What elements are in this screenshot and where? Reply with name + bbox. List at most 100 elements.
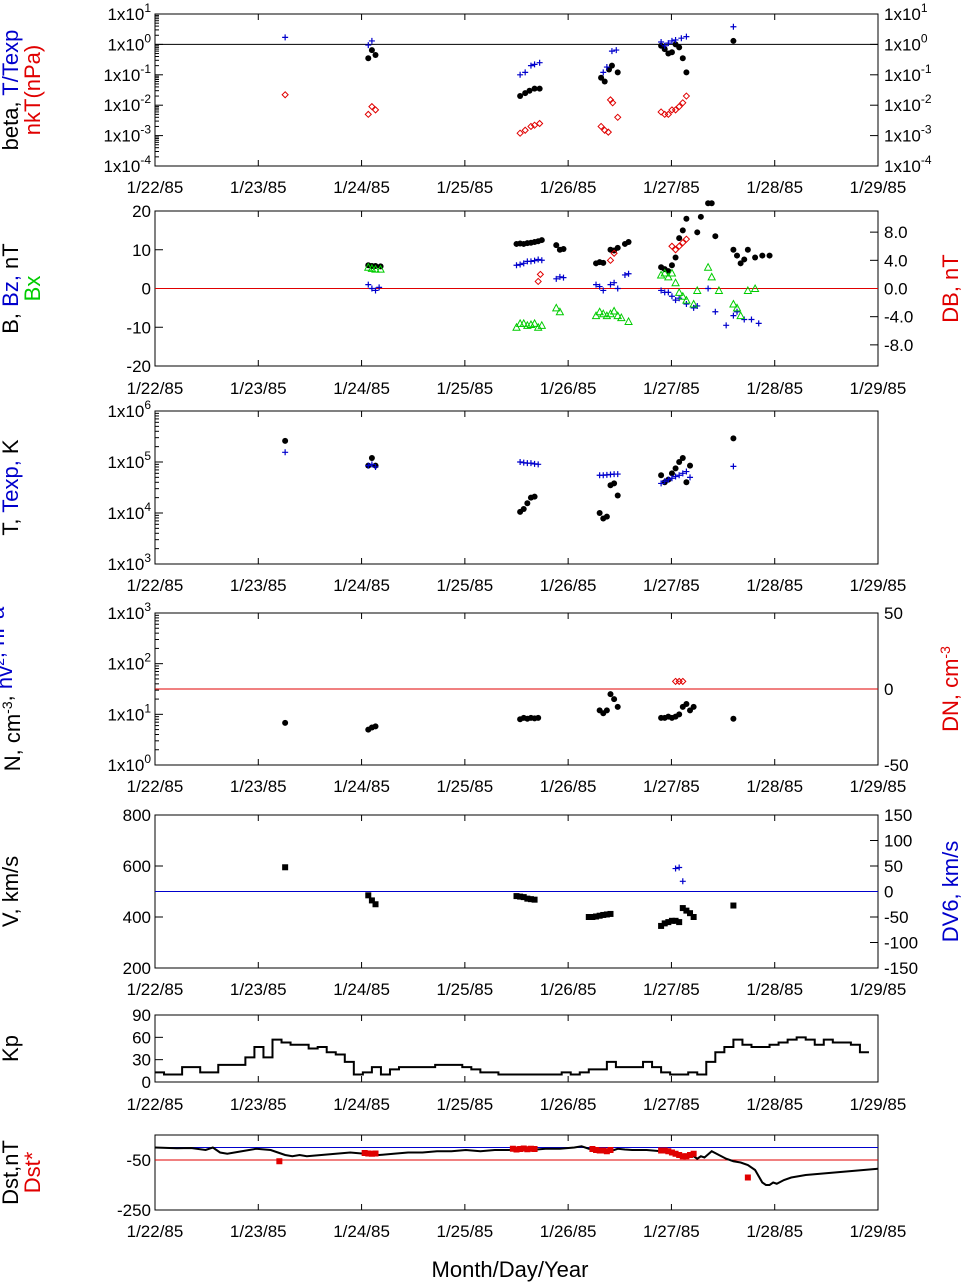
beta-point xyxy=(682,92,691,100)
bfield-point xyxy=(668,242,676,250)
beta-ytick-label-exp: -2 xyxy=(140,92,151,106)
beta-xtick-label: 1/24/85 xyxy=(333,178,390,197)
bfield-ytick-label-base: -20 xyxy=(126,357,151,376)
bfield-point xyxy=(732,303,742,312)
bfield-ylabel2: Bx xyxy=(20,276,45,302)
density-xtick-label: 1/28/85 xyxy=(746,777,803,796)
bfield-point xyxy=(372,287,379,294)
dst-xtick-label: 1/28/85 xyxy=(746,1222,803,1241)
beta-ytick-label-exp: -1 xyxy=(140,62,151,76)
bfield-point xyxy=(665,289,672,296)
density-ytick-label-base: 1x10 xyxy=(107,705,144,724)
temp-ylabel-part-1: Texp, xyxy=(0,454,23,513)
dst-xtick-label: 1/27/85 xyxy=(643,1222,700,1241)
beta-point xyxy=(521,126,529,134)
density-ytick-right-label-base: 50 xyxy=(884,604,903,623)
bfield-point xyxy=(743,285,753,294)
temp-point xyxy=(596,510,603,516)
bfield-point xyxy=(676,295,683,302)
bfield-point xyxy=(595,307,604,316)
bfield-point xyxy=(676,235,683,242)
beta-point xyxy=(601,78,608,85)
beta-point xyxy=(536,85,543,92)
velocity-point xyxy=(672,917,679,924)
velocity-point xyxy=(585,914,592,920)
velocity-ytick-right-label: -100 xyxy=(884,934,918,953)
beta-point xyxy=(531,61,538,68)
beta-point xyxy=(608,48,615,55)
dst-point xyxy=(593,1147,600,1153)
dst-ylabel2-part-0: Dst* xyxy=(20,1151,45,1193)
velocity-point xyxy=(365,892,372,899)
bfield-point xyxy=(368,285,375,292)
kp-ytick-label-base: 60 xyxy=(132,1028,151,1047)
temp-ylabel-part-2: K xyxy=(0,439,23,454)
bfield-point xyxy=(519,318,529,327)
beta-point xyxy=(675,102,683,111)
beta-ytick-right-label-base: 1x10 xyxy=(884,157,921,176)
panel-density: 1/22/85 1/23/85 1/24/85 1/25/85 1/26/85 1/27/… xyxy=(0,600,963,796)
velocity-xtick-label: 1/22/85 xyxy=(127,980,184,999)
density-xtick-label: 1/29/85 xyxy=(850,777,907,796)
bfield-point xyxy=(730,312,737,319)
dst-ylabel2: Dst* xyxy=(20,1151,45,1193)
beta-point xyxy=(661,42,668,49)
beta-point xyxy=(668,37,675,44)
density-ylabel-sup-2: 2 xyxy=(0,658,7,666)
dst-ytick-label-base: -50 xyxy=(126,1151,151,1170)
density-ytick-label-exp: 2 xyxy=(144,651,151,665)
beta-point xyxy=(664,110,673,119)
beta-point xyxy=(527,122,535,131)
beta-point xyxy=(730,23,737,30)
beta-point xyxy=(598,74,605,81)
beta-ytick-right-label-base: 1x10 xyxy=(884,5,921,24)
velocity-point xyxy=(665,919,672,926)
bfield-point xyxy=(668,262,675,269)
bfield-point xyxy=(694,229,701,236)
beta-point xyxy=(672,36,679,43)
beta-point xyxy=(368,47,375,54)
temp-ytick-label-base: 1x10 xyxy=(107,402,144,421)
beta-ytick-label: 1x10-1 xyxy=(103,62,151,85)
beta-point xyxy=(679,99,687,107)
temp-ytick-label-base: 1x10 xyxy=(107,504,144,523)
velocity-point xyxy=(282,864,289,871)
bfield-point xyxy=(536,270,545,279)
density-ylabel-right-part-0: DN, cm xyxy=(938,659,963,732)
bfield-point xyxy=(708,200,715,207)
bfield-xtick-label: 1/25/85 xyxy=(436,379,493,398)
beta-xtick-label: 1/23/85 xyxy=(230,178,287,197)
temp-point xyxy=(365,462,372,469)
dst-ytick-label: -50 xyxy=(126,1151,151,1170)
density-ylabel-right-sup-0: -3 xyxy=(937,646,953,659)
beta-point xyxy=(536,59,543,66)
bfield-point xyxy=(517,261,524,268)
density-point xyxy=(282,719,289,726)
kp-ytick-label-base: 90 xyxy=(132,1006,151,1025)
density-ylabel-part-1: , xyxy=(0,689,17,701)
bfield-point xyxy=(730,246,737,253)
bfield-point xyxy=(697,213,704,220)
bfield-point xyxy=(741,316,748,323)
beta-point xyxy=(597,122,605,131)
bfield-point xyxy=(671,278,680,287)
bfield-point xyxy=(376,284,383,291)
temp-point xyxy=(730,463,737,470)
beta-ylabel-part-1: T/Texp xyxy=(0,30,23,96)
velocity-point xyxy=(589,914,596,920)
dst-point xyxy=(658,1147,665,1154)
beta-xtick-label: 1/25/85 xyxy=(436,178,493,197)
dst-xtick-label: 1/24/85 xyxy=(333,1222,390,1241)
beta-point xyxy=(676,44,683,51)
velocity-point xyxy=(658,922,665,929)
velocity-xtick-label: 1/24/85 xyxy=(333,980,390,999)
bfield-point xyxy=(737,260,744,267)
beta-ytick-label: 1x10-2 xyxy=(103,92,151,115)
temp-ytick-label-base: 1x10 xyxy=(107,555,144,574)
beta-point xyxy=(531,85,538,92)
velocity-xtick-label: 1/27/85 xyxy=(643,980,700,999)
temp-xtick-label: 1/23/85 xyxy=(230,576,287,595)
kp-ytick-label-base: 0 xyxy=(142,1073,151,1092)
velocity-xtick-label: 1/25/85 xyxy=(436,980,493,999)
kp-xtick-label: 1/29/85 xyxy=(850,1095,907,1114)
